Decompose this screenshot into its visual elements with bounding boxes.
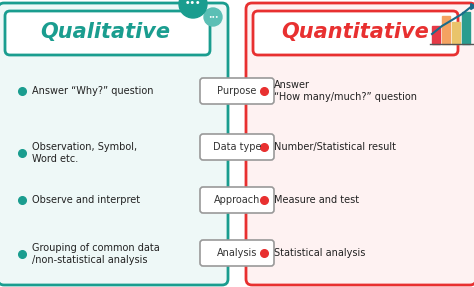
FancyBboxPatch shape — [253, 11, 458, 55]
FancyBboxPatch shape — [200, 187, 274, 213]
FancyBboxPatch shape — [246, 3, 474, 285]
Bar — [432, 26, 440, 44]
Text: Observation, Symbol,
Word etc.: Observation, Symbol, Word etc. — [32, 142, 137, 164]
Text: Data type: Data type — [213, 142, 261, 152]
FancyBboxPatch shape — [0, 3, 228, 285]
Text: Answer “Why?” question: Answer “Why?” question — [32, 86, 154, 96]
Circle shape — [179, 0, 207, 18]
Text: •••: ••• — [185, 0, 201, 9]
Text: •••: ••• — [208, 15, 218, 20]
Circle shape — [204, 8, 222, 26]
Text: Answer
“How many/much?” question: Answer “How many/much?” question — [274, 80, 417, 102]
Bar — [462, 12, 470, 44]
Text: Purpose: Purpose — [217, 86, 257, 96]
Bar — [442, 16, 450, 44]
FancyBboxPatch shape — [200, 240, 274, 266]
Text: Measure and test: Measure and test — [274, 195, 359, 205]
Text: Quantitative: Quantitative — [281, 22, 429, 42]
Text: Qualitative: Qualitative — [40, 22, 170, 42]
Text: Analysis: Analysis — [217, 248, 257, 258]
FancyBboxPatch shape — [5, 11, 210, 55]
FancyBboxPatch shape — [200, 78, 274, 104]
Bar — [452, 22, 460, 44]
Text: Approach: Approach — [214, 195, 260, 205]
Text: Statistical analysis: Statistical analysis — [274, 248, 365, 258]
Text: Grouping of common data
/non-statistical analysis: Grouping of common data /non-statistical… — [32, 243, 160, 265]
Text: Observe and interpret: Observe and interpret — [32, 195, 140, 205]
FancyBboxPatch shape — [200, 134, 274, 160]
Text: Number/Statistical result: Number/Statistical result — [274, 142, 396, 152]
